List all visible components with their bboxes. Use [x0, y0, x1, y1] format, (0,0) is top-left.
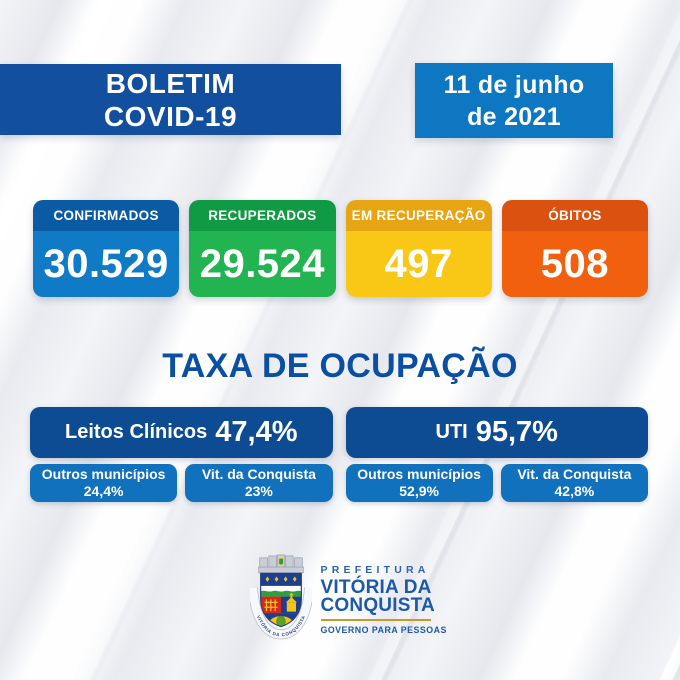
stat-card-value: 30.529	[33, 231, 180, 297]
occupancy-sub-outros-municipios: Outros municípios 52,9%	[345, 464, 493, 502]
stat-card-value: 29.524	[189, 231, 336, 297]
stat-card-value: 497	[345, 231, 492, 297]
stat-card-value: 508	[501, 231, 648, 297]
occupancy-sub-row: Outros municípios 24,4% Vit. da Conquist…	[30, 464, 333, 502]
city-name-line2: CONQUISTA	[320, 594, 435, 616]
occupancy-sub-label: Vit. da Conquista	[517, 466, 632, 482]
prefeitura-label: PREFEITURA	[320, 564, 430, 576]
occupancy-sub-value: 24,4%	[83, 483, 124, 499]
occupancy-sub-vit-da-conquista: Vit. da Conquista 23%	[185, 464, 333, 502]
occupancy-row: Leitos Clínicos 47,4% Outros municípios …	[30, 407, 648, 502]
occupancy-group-leitos-clinicos: Leitos Clínicos 47,4% Outros municípios …	[30, 407, 333, 502]
stat-card-label: ÓBITOS	[501, 200, 648, 231]
stat-card-label: RECUPERADOS	[189, 200, 336, 231]
prefeitura-logo: VITÓRIA DA CONQUISTA PREFEITURA VITÓRIA …	[0, 551, 680, 648]
occupancy-label: Leitos Clínicos	[65, 421, 208, 443]
stat-card-obitos: ÓBITOS 508	[501, 200, 648, 297]
occupancy-group-uti: UTI 95,7% Outros municípios 52,9% Vit. d…	[345, 407, 648, 502]
stat-card-label: CONFIRMADOS	[33, 200, 180, 231]
occupancy-sub-label: Outros municípios	[41, 466, 166, 482]
occupancy-sub-value: 52,9%	[399, 483, 439, 499]
stat-card-recuperados: RECUPERADOS 29.524	[189, 200, 336, 297]
occupancy-sub-value: 42,8%	[554, 483, 595, 499]
bulletin-title-line1: BOLETIM	[105, 67, 236, 99]
bulletin-title-box: BOLETIM COVID-19	[0, 64, 341, 135]
date-line2: de 2021	[467, 102, 561, 131]
occupancy-title: TAXA DE OCUPAÇÃO	[162, 347, 518, 385]
prefeitura-text-block: PREFEITURA VITÓRIA DA CONQUISTA GOVERNO …	[320, 564, 447, 635]
gold-divider	[320, 619, 431, 621]
occupancy-sub-label: Outros municípios	[357, 466, 481, 482]
occupancy-main-box: Leitos Clínicos 47,4%	[30, 407, 333, 458]
occupancy-sub-vit-da-conquista: Vit. da Conquista 42,8%	[500, 464, 648, 502]
government-slogan: GOVERNO PARA PESSOAS	[320, 625, 447, 635]
occupancy-main-box: UTI 95,7%	[345, 407, 648, 458]
occupancy-sub-row: Outros municípios 52,9% Vit. da Conquist…	[345, 464, 648, 502]
stat-card-confirmados: CONFIRMADOS 30.529	[33, 200, 180, 297]
stat-card-label: EM RECUPERAÇÃO	[345, 200, 492, 231]
bulletin-title-line2: COVID-19	[103, 100, 238, 132]
occupancy-label: UTI	[435, 421, 468, 443]
city-name-line1: VITÓRIA DA	[320, 577, 432, 598]
occupancy-value: 47,4%	[215, 416, 298, 448]
date-box: 11 de junho de 2021	[415, 63, 613, 138]
stat-card-em-recuperacao: EM RECUPERAÇÃO 497	[345, 200, 492, 297]
occupancy-value: 95,7%	[475, 416, 558, 448]
occupancy-sub-label: Vit. da Conquista	[201, 466, 316, 482]
coat-of-arms-icon: VITÓRIA DA CONQUISTA	[249, 554, 312, 640]
stat-cards-row: CONFIRMADOS 30.529 RECUPERADOS 29.524 EM…	[33, 200, 648, 297]
date-line1: 11 de junho	[443, 70, 585, 99]
occupancy-sub-value: 23%	[244, 483, 273, 499]
occupancy-sub-outros-municipios: Outros municípios 24,4%	[30, 464, 178, 502]
